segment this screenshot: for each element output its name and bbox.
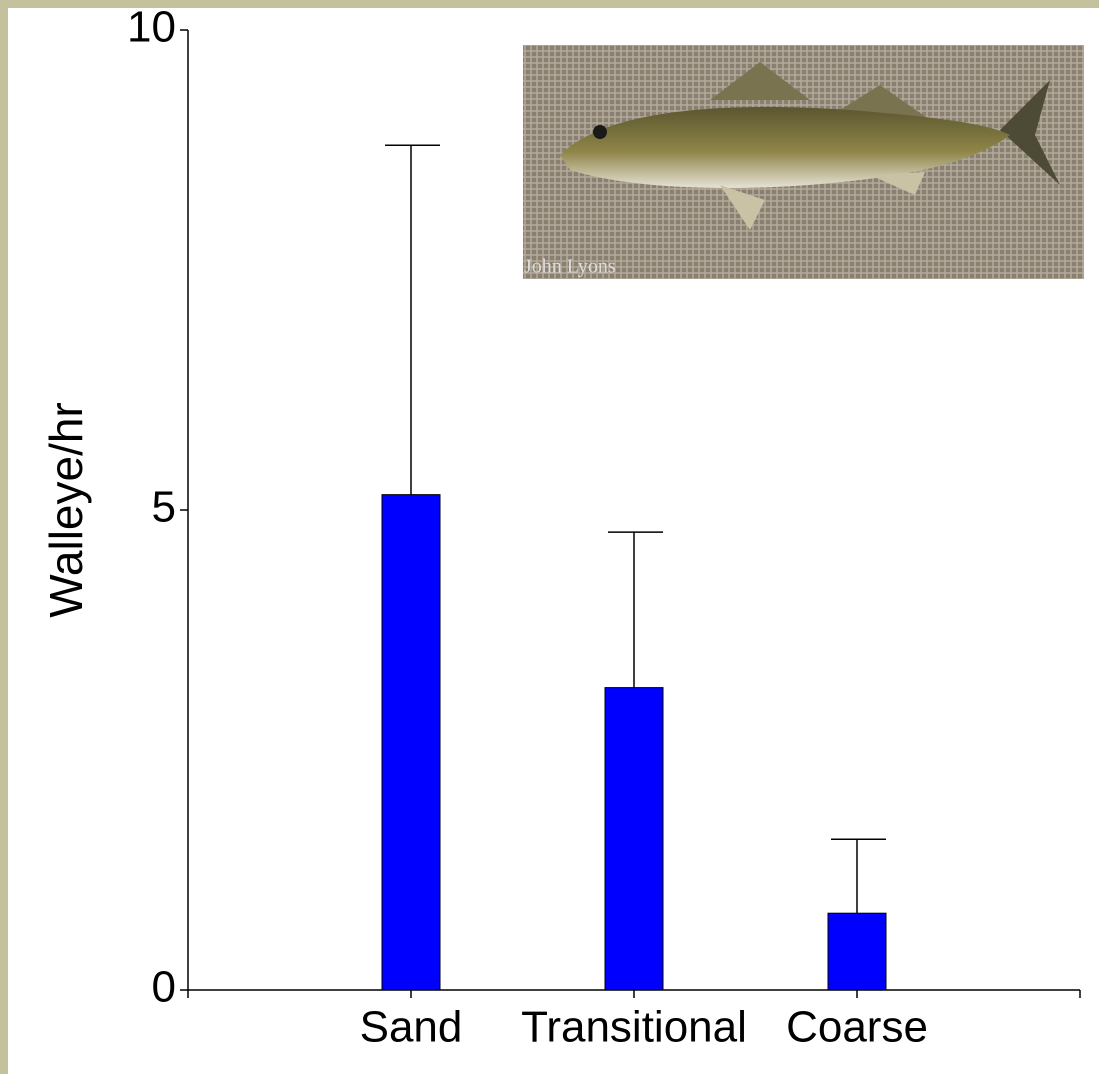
x-tick-label: Transitional	[521, 1003, 747, 1052]
fish-body	[560, 107, 1010, 189]
fish-tail	[1000, 80, 1060, 185]
fish-eye	[593, 125, 607, 139]
photo: John Lyons	[523, 45, 1084, 279]
y-axis-label: Walleye/hr	[40, 402, 92, 618]
x-tick-label: Sand	[360, 1003, 463, 1052]
y-tick-label: 5	[152, 483, 176, 532]
photo-credit: John Lyons	[524, 256, 616, 278]
y-tick-label: 0	[152, 963, 176, 1012]
fish-fin	[720, 172, 925, 230]
bar	[827, 912, 887, 991]
x-tick-label: Coarse	[786, 1003, 928, 1052]
fish-fin	[710, 62, 930, 120]
y-tick-label: 10	[127, 3, 176, 52]
bar	[381, 494, 441, 991]
bar	[604, 687, 664, 991]
